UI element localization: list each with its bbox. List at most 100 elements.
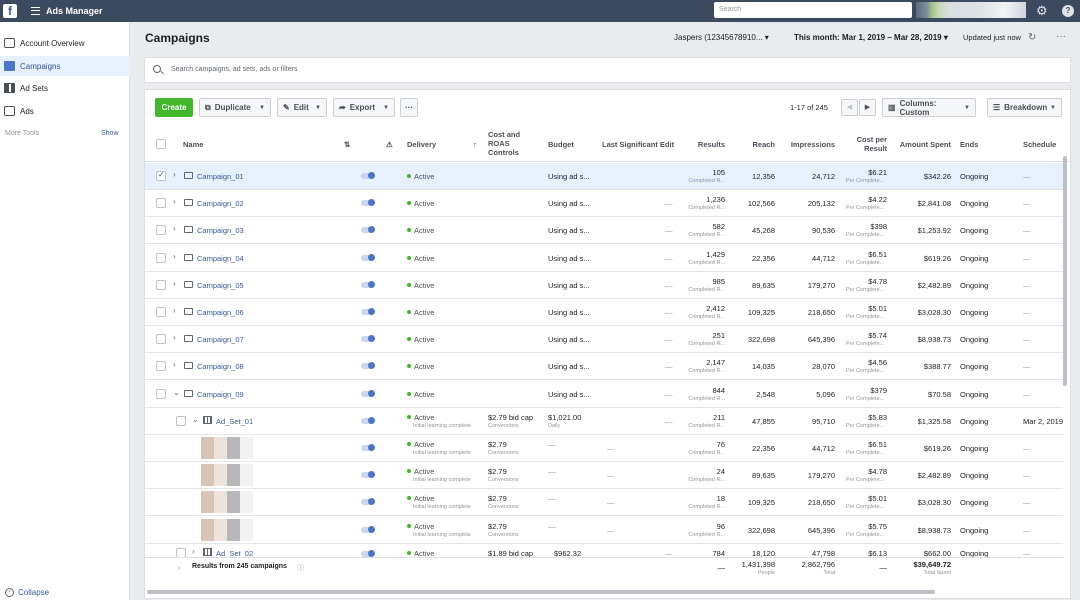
row-checkbox[interactable] — [156, 334, 166, 345]
row-checkbox[interactable]: ✓ — [156, 170, 166, 181]
sidebar-item-ads[interactable]: Ads — [0, 101, 130, 121]
chevron-right-icon[interactable]: ▶ — [859, 99, 876, 116]
sidebar-item-ad-sets[interactable]: Ad Sets — [0, 78, 130, 98]
col-budget[interactable]: Budget — [548, 140, 574, 149]
adset-name-link[interactable]: Ad_Set_02 — [216, 548, 254, 558]
chevron-right-icon[interactable]: › — [173, 251, 176, 261]
chevron-right-icon[interactable]: › — [173, 333, 176, 343]
table-row[interactable]: Active Initial learning complete $2.79 Conv… — [145, 489, 1063, 517]
campaign-name-link[interactable]: Campaign_01 — [197, 172, 244, 181]
table-row[interactable]: › Campaign_02 Active Using ad s... — 1,236 Com… — [145, 190, 1063, 218]
table-row[interactable]: Active Initial learning complete $2.79 Conv… — [145, 462, 1063, 490]
more-options-icon[interactable]: ··· — [1056, 31, 1066, 42]
col-cost-per-result[interactable]: Cost per Result — [845, 135, 887, 153]
table-row[interactable]: › Campaign_05 Active Using ad s... — 985 Compl… — [145, 272, 1063, 299]
row-checkbox[interactable] — [176, 415, 186, 426]
table-row[interactable]: Active Initial learning complete $2.79 Conv… — [145, 517, 1063, 544]
campaign-name-link[interactable]: Campaign_06 — [197, 308, 244, 317]
chevron-right-icon[interactable]: › — [173, 306, 176, 315]
chevron-right-icon[interactable]: › — [192, 546, 195, 556]
refresh-icon[interactable]: ↻ — [1028, 32, 1037, 43]
adset-name-link[interactable]: Ad_Set_01 — [216, 416, 254, 426]
chevron-left-icon[interactable]: ◀ — [841, 99, 858, 116]
ad-toggle[interactable] — [361, 525, 375, 533]
create-button[interactable]: Create — [155, 98, 193, 117]
ad-toggle[interactable] — [361, 498, 375, 506]
ad-toggle[interactable] — [361, 471, 375, 479]
campaign-search-input[interactable]: Search campaigns, ad sets, ads or filter… — [144, 57, 1071, 83]
vertical-scrollbar[interactable] — [1063, 156, 1067, 386]
col-last-edit[interactable]: Last Significant Edit — [602, 140, 675, 149]
row-checkbox[interactable] — [156, 225, 166, 236]
columns-button[interactable]: ▥ Columns: Custom ▼ — [882, 98, 976, 117]
table-row[interactable]: › Campaign_08 Active Using ad s... — 2,147 Com… — [145, 353, 1063, 381]
campaign-name-link[interactable]: Campaign_09 — [197, 389, 244, 399]
help-icon[interactable]: ? — [1062, 5, 1074, 17]
col-impressions[interactable]: Impressions — [790, 140, 835, 149]
gear-icon[interactable]: ⚙ — [1036, 3, 1048, 18]
menu-icon[interactable] — [31, 7, 40, 15]
table-row[interactable]: ⌄ Ad_Set_01 Active Initial learning complet… — [145, 408, 1063, 435]
campaign-toggle[interactable] — [361, 389, 375, 397]
sort-up-icon[interactable]: ↑ — [473, 140, 477, 149]
campaign-toggle[interactable] — [361, 199, 375, 207]
chevron-down-icon[interactable]: ⌄ — [192, 414, 199, 424]
chevron-right-icon[interactable]: › — [173, 197, 176, 207]
row-checkbox[interactable] — [156, 307, 166, 317]
account-avatar[interactable] — [916, 2, 1026, 18]
campaign-name-link[interactable]: Campaign_07 — [197, 335, 244, 345]
table-row[interactable]: ⌄ Campaign_09 Active Using ad s... — 844 Compl… — [145, 381, 1063, 408]
campaign-toggle[interactable] — [361, 226, 375, 234]
warning-icon[interactable]: ⚠ — [386, 140, 393, 149]
account-dropdown[interactable]: Jaspers (12345678910... ▾ — [674, 33, 769, 42]
ad-toggle[interactable] — [361, 444, 375, 451]
global-search-input[interactable]: Search — [714, 2, 912, 18]
show-tools-link[interactable]: Show — [101, 130, 119, 137]
campaign-name-link[interactable]: Campaign_04 — [197, 253, 244, 263]
col-results[interactable]: Results — [697, 140, 725, 149]
row-checkbox[interactable] — [156, 198, 166, 209]
horizontal-scrollbar[interactable] — [147, 590, 935, 594]
row-checkbox[interactable] — [156, 361, 166, 372]
col-name[interactable]: Name — [183, 140, 204, 149]
duplicate-button[interactable]: ⧉ Duplicate ▼ — [199, 98, 271, 117]
campaign-name-link[interactable]: Campaign_03 — [197, 226, 244, 236]
chevron-right-icon[interactable]: › — [173, 278, 176, 288]
chevron-right-icon[interactable]: › — [173, 170, 176, 179]
table-row[interactable]: Active Initial learning complete $2.79 Conv… — [145, 435, 1063, 462]
export-button[interactable]: ➦ Export ▼ — [333, 98, 395, 117]
col-ends[interactable]: Ends — [960, 140, 979, 149]
col-delivery[interactable]: Delivery — [407, 140, 437, 149]
campaign-toggle[interactable] — [361, 172, 375, 179]
sidebar-item-campaigns[interactable]: Campaigns — [0, 56, 130, 76]
campaign-toggle[interactable] — [361, 253, 375, 261]
campaign-toggle[interactable] — [361, 362, 375, 370]
chevron-right-icon[interactable]: › — [173, 360, 176, 370]
campaign-toggle[interactable] — [361, 335, 375, 343]
chevron-down-icon[interactable]: ⌄ — [173, 387, 180, 397]
table-row[interactable]: › Campaign_07 Active Using ad s... — 251 Compl… — [145, 326, 1063, 354]
row-checkbox[interactable] — [156, 279, 166, 290]
row-checkbox[interactable] — [156, 252, 166, 263]
chevron-right-icon[interactable]: › — [173, 224, 176, 234]
collapse-button[interactable]: ‹ Collapse — [5, 588, 49, 597]
col-amount-spent[interactable]: Amount Spent — [899, 140, 951, 149]
more-actions-button[interactable]: ··· — [400, 98, 418, 117]
campaign-name-link[interactable]: Campaign_02 — [197, 199, 244, 209]
adset-toggle[interactable] — [361, 416, 375, 424]
table-row[interactable]: › Campaign_03 Active Using ad s... — 582 Compl… — [145, 217, 1063, 245]
campaign-toggle[interactable] — [361, 308, 375, 315]
campaign-name-link[interactable]: Campaign_05 — [197, 280, 244, 290]
row-checkbox[interactable] — [156, 388, 166, 399]
facebook-logo-icon[interactable]: f — [3, 4, 17, 18]
table-row[interactable]: › Campaign_04 Active Using ad s... — 1,429 Com… — [145, 245, 1063, 272]
campaign-toggle[interactable] — [361, 280, 375, 288]
edit-button[interactable]: ✎ Edit ▼ — [277, 98, 327, 117]
select-all-checkbox[interactable] — [156, 139, 166, 149]
col-schedule[interactable]: Schedule — [1023, 140, 1057, 149]
sidebar-item-account-overview[interactable]: Account Overview — [0, 33, 130, 53]
info-icon[interactable]: ⓘ — [297, 565, 304, 572]
col-reach[interactable]: Reach — [752, 140, 775, 149]
col-cost-roas[interactable]: Cost and ROAS Controls — [488, 130, 520, 157]
campaign-name-link[interactable]: Campaign_08 — [197, 362, 244, 372]
